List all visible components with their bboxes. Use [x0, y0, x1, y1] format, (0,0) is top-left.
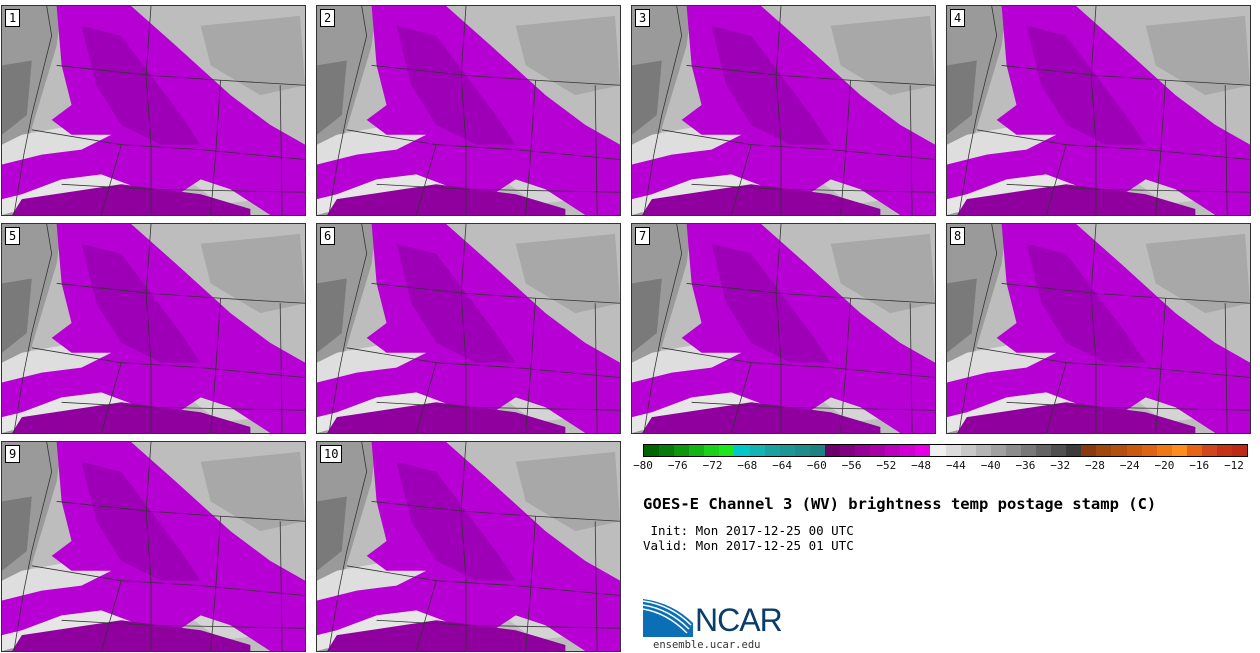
colorbar-tick-label: −40 — [980, 459, 1001, 472]
colorbar-swatch — [719, 445, 735, 456]
colorbar-swatch — [794, 445, 810, 456]
colorbar-tick-labels: −80 −76 −72 −68 −64 −60 −56 −52 −48 −44 −40 −36 −32 −… — [633, 459, 1248, 475]
stamp-number-label: 10 — [320, 445, 343, 463]
stamp-number-label: 2 — [320, 9, 336, 27]
colorbar-swatch — [1216, 445, 1233, 456]
postage-stamp-2: 2 — [316, 5, 621, 216]
water-vapor-map — [632, 224, 935, 433]
colorbar-swatch — [689, 445, 705, 456]
colorbar-swatch — [945, 445, 961, 456]
colorbar-swatch — [1111, 445, 1127, 456]
postage-stamp-9: 9 — [1, 441, 306, 652]
water-vapor-map — [632, 6, 935, 215]
colorbar-swatch — [1005, 445, 1021, 456]
colorbar-tick-label: −64 — [772, 459, 792, 472]
colorbar-tick-label: −80 — [633, 459, 653, 472]
colorbar-swatch — [779, 445, 795, 456]
water-vapor-map — [947, 224, 1250, 433]
init-time: Init: Mon 2017-12-25 00 UTC — [643, 523, 854, 538]
colorbar-swatch — [1081, 445, 1097, 456]
colorbar-tick-label: −68 — [737, 459, 758, 472]
colorbar-tick-label: −60 — [806, 459, 827, 472]
postage-stamp-7: 7 — [631, 223, 936, 434]
postage-stamp-1: 1 — [1, 5, 306, 216]
water-vapor-map — [2, 6, 305, 215]
colorbar-swatch — [764, 445, 780, 456]
stamp-number-label: 1 — [5, 9, 21, 27]
colorbar-swatch — [1096, 445, 1112, 456]
postage-stamp-8: 8 — [946, 223, 1251, 434]
colorbar-tick-label: −72 — [702, 459, 723, 472]
colorbar-tick-label: −44 — [945, 459, 966, 472]
colorbar-swatch — [1126, 445, 1142, 456]
colorbar-swatch — [855, 445, 871, 456]
water-vapor-map — [317, 224, 620, 433]
colorbar-tick-label: −12 — [1224, 459, 1244, 472]
postage-stamp-10: 10 — [316, 441, 621, 652]
colorbar-swatch — [674, 445, 690, 456]
water-vapor-map — [317, 6, 620, 215]
valid-time: Valid: Mon 2017-12-25 01 UTC — [643, 538, 854, 553]
ncar-logo-mark-icon — [643, 599, 693, 637]
colorbar-swatch — [900, 445, 916, 456]
colorbar-swatch — [1232, 445, 1248, 456]
colorbar-tick-label: −28 — [1085, 459, 1105, 472]
colorbar-tick-label: −36 — [1015, 459, 1036, 472]
stamp-number-label: 7 — [635, 227, 651, 245]
colorbar-swatch — [990, 445, 1006, 456]
colorbar-swatch — [1020, 445, 1037, 456]
colorbar-swatch — [840, 445, 856, 456]
ncar-url: ensemble.ucar.edu — [653, 639, 761, 651]
postage-stamp-4: 4 — [946, 5, 1251, 216]
ncar-logo: NCAR — [643, 597, 793, 639]
colorbar-tick-label: −76 — [667, 459, 688, 472]
colorbar-tick-label: −20 — [1154, 459, 1175, 472]
stamp-number-label: 3 — [635, 9, 651, 27]
colorbar-tick-label: −32 — [1050, 459, 1071, 472]
colorbar-swatch — [1066, 445, 1082, 456]
water-vapor-map — [317, 442, 620, 651]
colorbar-tick-label: −48 — [911, 459, 932, 472]
water-vapor-map — [2, 224, 305, 433]
colorbar-tick-label: −56 — [841, 459, 862, 472]
colorbar-swatch — [1171, 445, 1187, 456]
ncar-logo-text: NCAR — [695, 602, 783, 638]
colorbar-swatch — [1186, 445, 1202, 456]
postage-stamp-6: 6 — [316, 223, 621, 434]
colorbar-swatch — [975, 445, 991, 456]
colorbar-swatch — [659, 445, 675, 456]
water-vapor-map — [947, 6, 1250, 215]
colorbar-tick-label: −16 — [1189, 459, 1210, 472]
colorbar-swatch — [930, 445, 946, 456]
colorbar-swatch — [734, 445, 750, 456]
colorbar-swatch — [915, 445, 931, 456]
colorbar-swatch — [1156, 445, 1172, 456]
figure-title: GOES-E Channel 3 (WV) brightness temp po… — [643, 495, 1157, 513]
colorbar-swatch — [644, 445, 660, 456]
colorbar-swatch — [960, 445, 976, 456]
stamp-number-label: 4 — [950, 9, 966, 27]
colorbar-swatch — [749, 445, 765, 456]
colorbar-swatch — [870, 445, 886, 456]
stamp-number-label: 6 — [320, 227, 336, 245]
water-vapor-map — [2, 442, 305, 651]
colorbar-swatch — [824, 445, 841, 456]
colorbar-swatch — [1201, 445, 1217, 456]
stamp-number-label: 9 — [5, 445, 21, 463]
colorbar-swatch — [1141, 445, 1157, 456]
colorbar-tick-label: −52 — [876, 459, 897, 472]
postage-stamp-5: 5 — [1, 223, 306, 434]
stamp-number-label: 5 — [5, 227, 21, 245]
colorbar-swatch — [1051, 445, 1067, 456]
colorbar-tick-label: −24 — [1119, 459, 1140, 472]
colorbar — [643, 444, 1248, 457]
colorbar-swatch — [885, 445, 901, 456]
stamp-number-label: 8 — [950, 227, 966, 245]
colorbar-swatch — [704, 445, 720, 456]
colorbar-swatch — [809, 445, 825, 456]
postage-stamp-3: 3 — [631, 5, 936, 216]
colorbar-swatch — [1036, 445, 1052, 456]
